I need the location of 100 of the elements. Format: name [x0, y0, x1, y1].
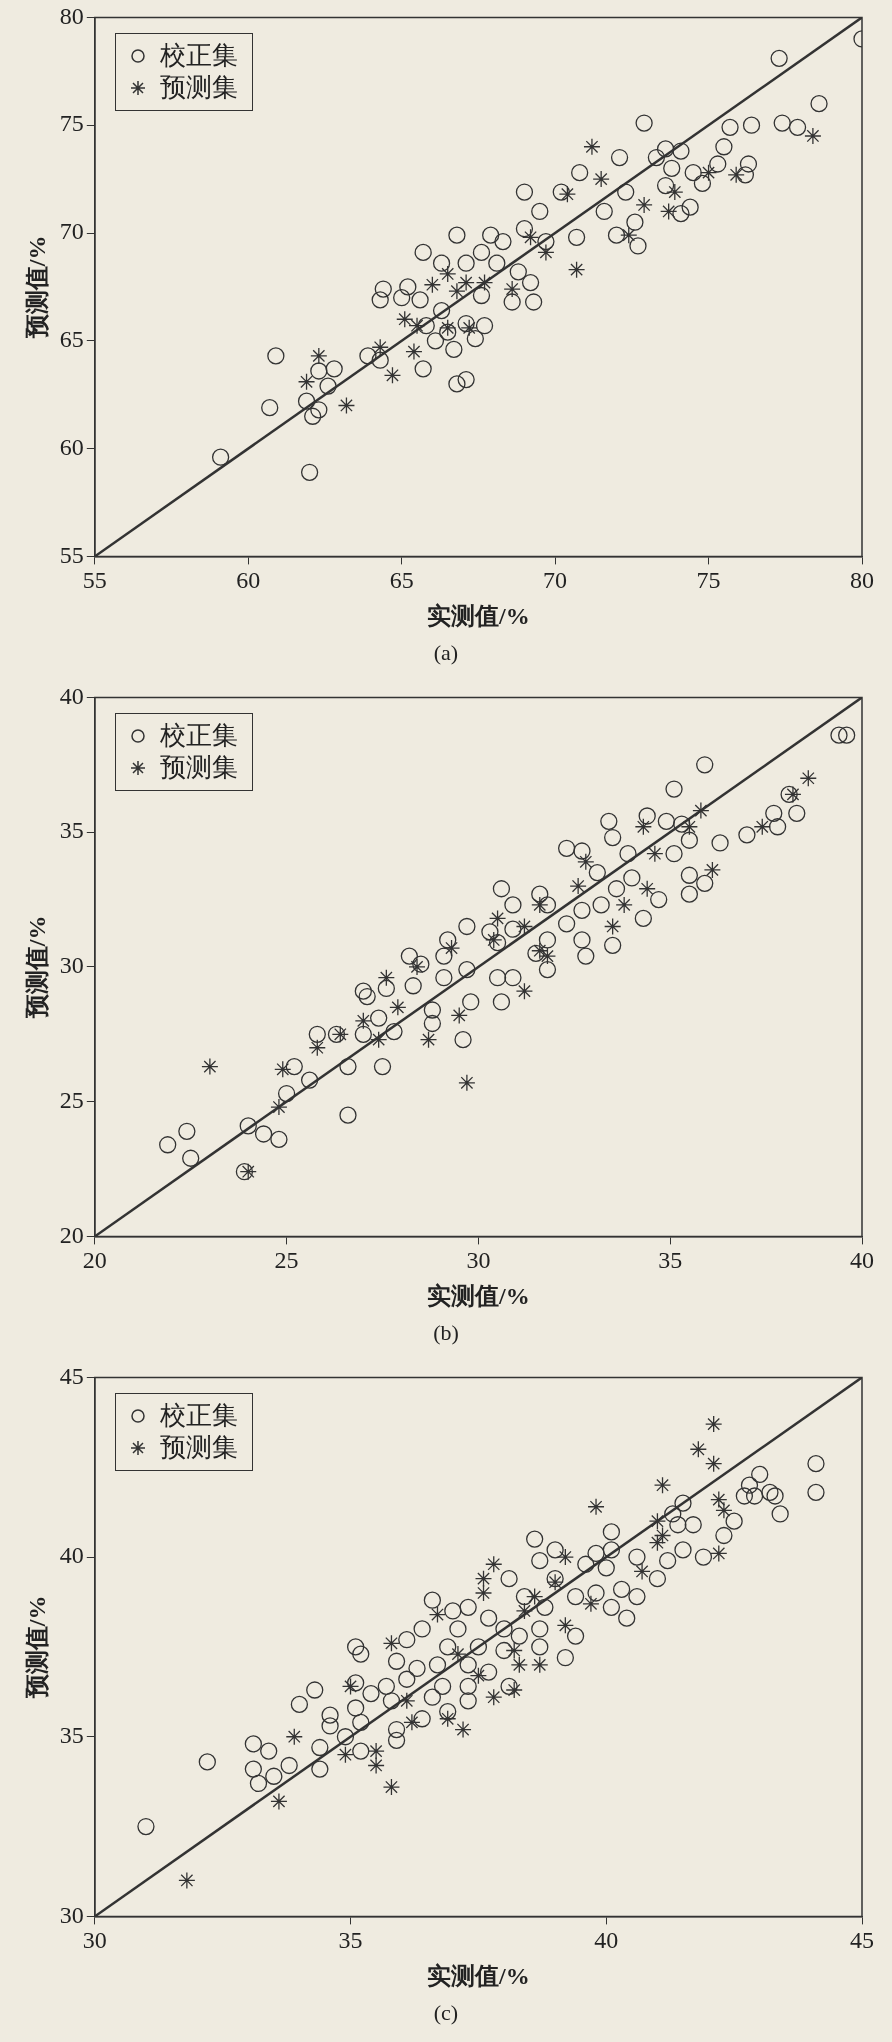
point: [310, 347, 328, 365]
point: [526, 1587, 544, 1606]
y-tick-label: 75: [59, 110, 84, 137]
y-tick-label: 80: [59, 2, 84, 29]
point: [646, 845, 664, 863]
point: [715, 1501, 733, 1519]
x-tick-label: 35: [658, 1247, 683, 1274]
point: [710, 1544, 728, 1563]
x-tick-label: 35: [338, 1927, 363, 1954]
point: [799, 769, 817, 787]
point: [583, 138, 601, 156]
point: [699, 163, 718, 182]
x-tick-label: 40: [594, 1927, 619, 1954]
legend-label: 校正集: [159, 720, 238, 753]
point: [689, 1440, 707, 1458]
point: [337, 396, 356, 415]
point: [449, 1645, 467, 1663]
point: [485, 1555, 503, 1573]
point: [638, 880, 656, 898]
point: [336, 1746, 355, 1764]
point: [178, 1871, 196, 1890]
point: [587, 1498, 605, 1516]
point: [274, 1060, 292, 1078]
x-tick-label: 30: [82, 1927, 107, 1954]
point: [408, 958, 426, 976]
point: [582, 1595, 600, 1613]
point: [515, 1602, 534, 1620]
x-tick-label: 55: [82, 567, 107, 594]
point: [308, 1039, 326, 1057]
y-tick-label: 65: [59, 326, 84, 353]
y-tick-label: 70: [59, 218, 84, 245]
point: [439, 1710, 457, 1728]
point: [450, 1006, 468, 1025]
point: [270, 1098, 288, 1116]
x-axis-title: 实测值/%: [427, 602, 530, 629]
point: [367, 1742, 385, 1760]
point: [648, 1512, 667, 1530]
point: [448, 282, 466, 300]
point: [485, 931, 503, 949]
legend-label: 校正集: [159, 40, 238, 73]
y-axis-title: 预测值/%: [23, 1595, 50, 1700]
point: [666, 183, 684, 201]
point: [503, 280, 521, 298]
point: [474, 1584, 493, 1602]
point: [405, 342, 423, 361]
x-tick-label: 45: [850, 1927, 874, 1954]
point: [538, 947, 557, 965]
point: [396, 310, 414, 328]
x-tick-label: 40: [850, 1247, 874, 1274]
point: [556, 1616, 574, 1634]
point: [653, 1526, 672, 1545]
point: [485, 1688, 503, 1706]
y-axis-title: 预测值/%: [23, 915, 50, 1020]
point: [488, 909, 507, 928]
point: [439, 265, 457, 283]
point: [515, 917, 534, 936]
point: [371, 338, 389, 356]
point: [354, 1012, 372, 1030]
point: [458, 1074, 476, 1092]
x-tick-label: 20: [82, 1247, 107, 1274]
point: [370, 1031, 388, 1049]
point: [460, 319, 478, 337]
point: [660, 202, 678, 221]
point: [331, 1025, 349, 1043]
point: [469, 1667, 488, 1685]
point: [705, 1415, 723, 1433]
point: [270, 1792, 288, 1811]
point: [558, 185, 577, 203]
y-tick-label: 30: [59, 952, 84, 979]
y-tick-label: 40: [59, 1542, 84, 1569]
point: [201, 1057, 219, 1076]
point: [653, 1476, 672, 1494]
point: [367, 1756, 385, 1775]
point: [710, 1490, 728, 1509]
point: [341, 1677, 360, 1696]
y-tick-label: 35: [59, 1722, 84, 1749]
text: (a): [433, 640, 459, 665]
point: [592, 170, 610, 188]
point: [648, 1534, 667, 1552]
x-tick-label: 65: [389, 567, 414, 594]
x-tick-label: 25: [274, 1247, 299, 1274]
point: [239, 1163, 257, 1181]
y-tick-label: 45: [59, 1362, 84, 1389]
point: [615, 896, 633, 914]
point: [727, 166, 745, 184]
point: [804, 127, 822, 145]
point: [703, 861, 722, 879]
x-tick-label: 80: [850, 567, 874, 594]
text: (c): [433, 2000, 459, 2025]
point: [692, 801, 710, 820]
legend-label: 预测集: [159, 752, 238, 785]
y-tick-label: 35: [59, 817, 84, 844]
point: [705, 1454, 723, 1473]
point: [382, 1634, 401, 1652]
point: [377, 969, 395, 987]
point: [428, 1605, 447, 1624]
point: [515, 982, 534, 1000]
point: [537, 243, 555, 262]
point: [457, 273, 475, 292]
point: [531, 942, 549, 960]
